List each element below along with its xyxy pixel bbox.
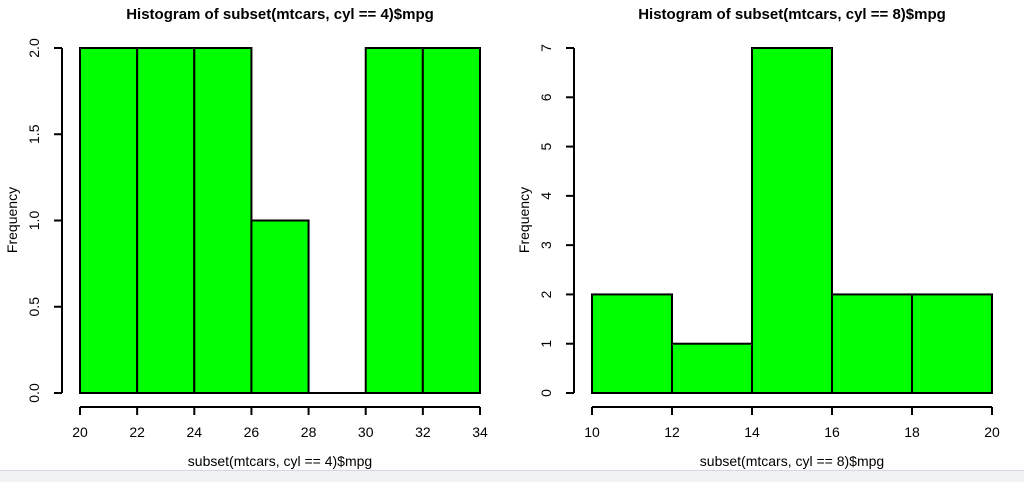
y-tick-label: 1.5 bbox=[26, 124, 42, 144]
y-tick-label: 0.5 bbox=[26, 297, 42, 317]
histogram-bar bbox=[136, 47, 196, 394]
x-tick-label: 20 bbox=[72, 424, 88, 440]
window-bottom-strip bbox=[0, 470, 1024, 482]
y-tick-label: 2.0 bbox=[26, 38, 42, 58]
y-tick-label: 1 bbox=[538, 340, 554, 348]
y-tick-label: 6 bbox=[538, 93, 554, 101]
y-tick-label: 2 bbox=[538, 290, 554, 298]
histogram-bar bbox=[671, 342, 753, 395]
x-tick-label: 22 bbox=[129, 424, 145, 440]
chart-title: Histogram of subset(mtcars, cyl == 4)$mp… bbox=[126, 6, 434, 23]
histogram-bar bbox=[591, 293, 673, 394]
histogram-bar bbox=[79, 47, 139, 394]
histogram-bar bbox=[364, 47, 424, 394]
histogram-bar bbox=[250, 219, 310, 394]
x-tick-label: 32 bbox=[415, 424, 431, 440]
x-tick-label: 16 bbox=[824, 424, 840, 440]
histogram-bar bbox=[911, 293, 993, 394]
x-tick-label: 10 bbox=[584, 424, 600, 440]
y-tick-label: 1.0 bbox=[26, 211, 42, 231]
x-tick-label: 30 bbox=[358, 424, 374, 440]
x-tick-label: 26 bbox=[244, 424, 260, 440]
y-tick-label: 4 bbox=[538, 192, 554, 200]
y-tick-label: 0 bbox=[538, 389, 554, 397]
x-tick-label: 18 bbox=[904, 424, 920, 440]
x-tick-label: 28 bbox=[301, 424, 317, 440]
histogram-panel-cyl4: 20 22 24 26 28 30 32 34 0.0 0.5 1.0 1.5 2.0 Histogra… bbox=[0, 0, 512, 470]
x-tick-label: 12 bbox=[664, 424, 680, 440]
histogram-panel-cyl8: 10 12 14 16 18 20 0 1 2 3 4 5 6 7 Histogram of subset… bbox=[512, 0, 1024, 470]
y-axis-label: Frequency bbox=[516, 186, 532, 254]
x-tick-label: 34 bbox=[472, 424, 488, 440]
x-tick-label: 20 bbox=[984, 424, 1000, 440]
y-tick-label: 0.0 bbox=[26, 383, 42, 403]
histogram-bar bbox=[831, 293, 913, 394]
chart-title: Histogram of subset(mtcars, cyl == 8)$mp… bbox=[638, 6, 946, 23]
histogram-bar bbox=[193, 47, 253, 394]
histogram-svg-cyl4: 20 22 24 26 28 30 32 34 0.0 0.5 1.0 1.5 2.0 bbox=[26, 38, 488, 440]
histogram-bar bbox=[751, 47, 833, 394]
x-tick-label: 14 bbox=[744, 424, 760, 440]
y-tick-label: 5 bbox=[538, 142, 554, 150]
y-tick-label: 3 bbox=[538, 241, 554, 249]
x-axis-label: subset(mtcars, cyl == 8)$mpg bbox=[699, 453, 885, 469]
histogram-bar bbox=[421, 47, 482, 394]
x-axis-label: subset(mtcars, cyl == 4)$mpg bbox=[187, 453, 373, 469]
y-tick-label: 7 bbox=[538, 44, 554, 52]
x-tick-label: 24 bbox=[186, 424, 202, 440]
y-axis-label: Frequency bbox=[4, 186, 20, 254]
